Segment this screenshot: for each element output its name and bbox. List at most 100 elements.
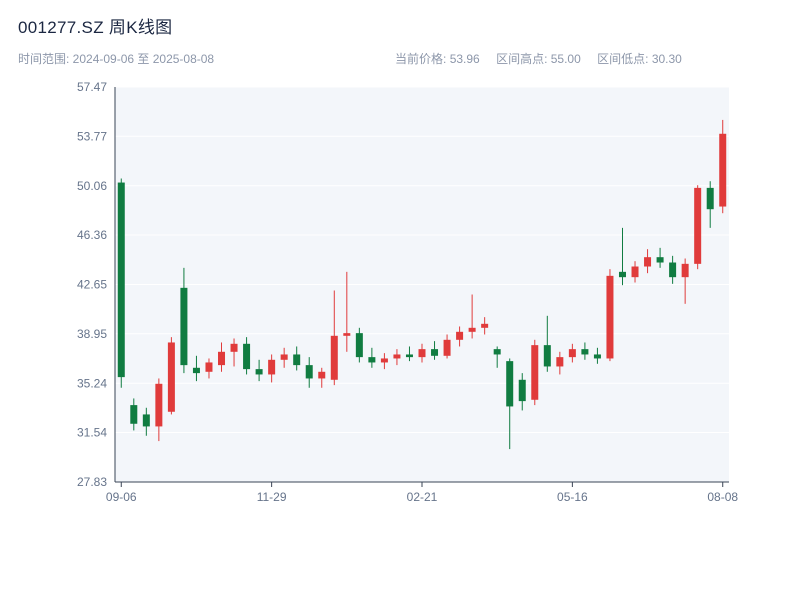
candle-body (180, 287, 188, 366)
candle (305, 357, 313, 388)
candle-body (543, 345, 551, 367)
candle (230, 338, 238, 367)
candle (719, 119, 727, 214)
candle-body (167, 342, 175, 412)
period-low-stat: 区间低点: 30.30 (597, 52, 682, 66)
x-axis-label: 05-16 (557, 490, 588, 504)
candle-body (305, 365, 313, 379)
candle (481, 317, 489, 335)
candle (431, 341, 439, 360)
candle-body (230, 343, 238, 352)
candle (192, 355, 200, 382)
candle (418, 343, 426, 363)
period-low-value: 30.30 (651, 52, 682, 66)
candle-body (205, 362, 213, 372)
candle-body (468, 327, 476, 332)
candle (631, 261, 639, 283)
candle (268, 354, 276, 383)
y-axis-label: 27.83 (77, 475, 107, 489)
candle (706, 181, 714, 228)
candle (531, 339, 539, 406)
candle (556, 351, 564, 375)
candle (518, 373, 526, 411)
candle-body (618, 271, 626, 278)
candle (218, 342, 226, 372)
candle-body (694, 187, 702, 264)
candle-body (568, 349, 576, 358)
candle (255, 359, 263, 382)
candle-body (393, 354, 401, 359)
candle (293, 346, 301, 371)
candle-body (117, 182, 125, 378)
candle-body (243, 343, 251, 370)
candle-body (218, 351, 226, 366)
current-price-stat: 当前价格: 53.96 (395, 52, 480, 66)
candle-body (506, 361, 514, 407)
y-axis-label: 35.24 (77, 376, 107, 390)
candle-body (644, 257, 652, 267)
period-high-label: 区间高点: (496, 52, 548, 66)
candle-body (656, 257, 664, 263)
y-axis-label: 42.65 (77, 278, 107, 292)
candle (694, 185, 702, 270)
period-high-stat: 区间高点: 55.00 (496, 52, 581, 66)
candle-body (606, 275, 614, 359)
candle-body (268, 359, 276, 375)
candle (681, 258, 689, 304)
y-axis-label: 50.06 (77, 179, 107, 193)
candle-body (192, 367, 200, 374)
candle-body (669, 262, 677, 278)
candle (606, 269, 614, 362)
candle-body (431, 349, 439, 356)
x-axis-label: 09-06 (106, 490, 137, 504)
candle-body (456, 331, 464, 340)
candle (443, 334, 451, 359)
candle-body (130, 405, 138, 424)
candle (581, 342, 589, 360)
candle (618, 227, 626, 286)
y-axis-label: 57.47 (77, 80, 107, 94)
candle (543, 315, 551, 372)
candle (155, 378, 163, 442)
candle (343, 271, 351, 352)
candle (355, 327, 363, 363)
candle (468, 294, 476, 339)
candle-body (581, 349, 589, 355)
y-axis-label: 31.54 (77, 426, 107, 440)
date-range-label: 时间范围: 2024-09-06 至 2025-08-08 (18, 52, 215, 66)
candle (393, 349, 401, 366)
candle (380, 353, 388, 370)
candle (318, 367, 326, 388)
candle (493, 346, 501, 368)
candle (405, 346, 413, 362)
candle-body (380, 358, 388, 363)
candle (568, 343, 576, 363)
candle-body (155, 383, 163, 427)
candle-body (481, 323, 489, 328)
candle-body (293, 354, 301, 366)
candle-body (418, 349, 426, 358)
candle-body (330, 335, 338, 380)
candle (167, 337, 175, 415)
x-axis-label: 08-08 (707, 490, 738, 504)
candle (130, 398, 138, 431)
candle-body (142, 414, 150, 427)
candle-body (518, 379, 526, 402)
candle (506, 358, 514, 450)
candle (243, 337, 251, 375)
candle (142, 407, 150, 436)
candle (117, 178, 125, 388)
candle (330, 290, 338, 386)
candle-body (706, 187, 714, 210)
x-axis-label: 02-21 (407, 490, 438, 504)
period-low-label: 区间低点: (597, 52, 649, 66)
candle-body (343, 333, 351, 336)
candle (669, 255, 677, 284)
candle-body (280, 354, 288, 360)
candle (644, 249, 652, 274)
candle (456, 326, 464, 347)
candle-body (593, 354, 601, 359)
candle-body (355, 333, 363, 358)
